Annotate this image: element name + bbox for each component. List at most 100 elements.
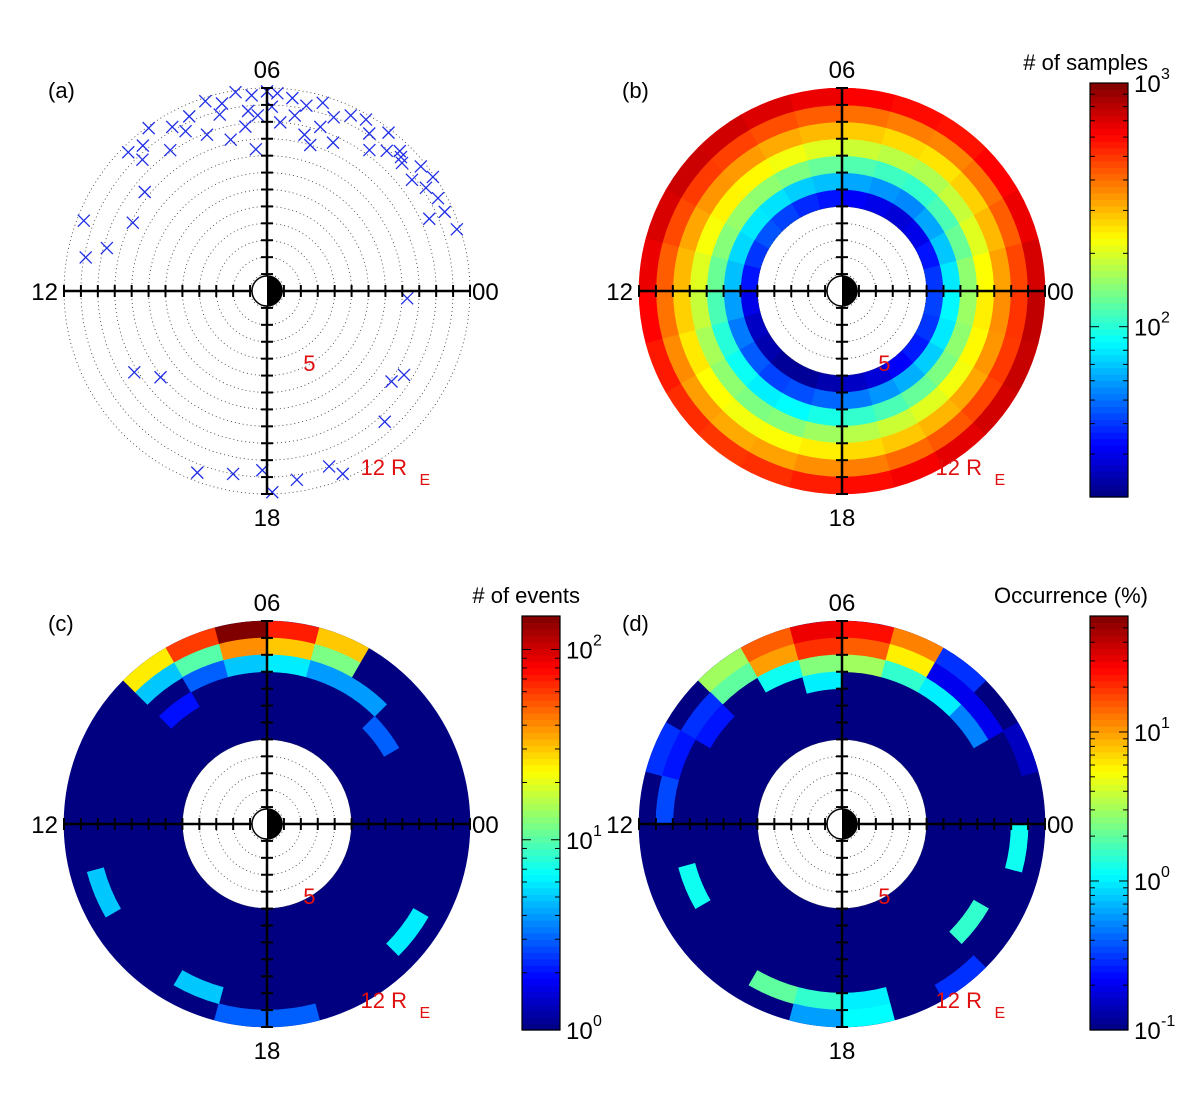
colorbar-tick-exponent: 2 — [593, 633, 602, 650]
colorbar-tick-label: 10 1 — [566, 823, 602, 855]
colorbar-segment — [1090, 719, 1128, 727]
colorbar-segment — [1090, 894, 1128, 902]
scatter-point — [394, 150, 408, 164]
colorbar-tick-label: 10 -1 — [1134, 1013, 1175, 1045]
scatter-point — [270, 86, 284, 100]
heatmap-cell — [362, 715, 400, 757]
colorbar-segment — [1090, 484, 1128, 492]
colorbar-segment — [1090, 399, 1128, 408]
colorbar-segment — [1090, 244, 1128, 252]
colorbar-segment — [1090, 225, 1128, 233]
colorbar-segment — [522, 926, 560, 934]
colorbar-segment — [1090, 238, 1128, 246]
scatter-point — [382, 126, 395, 140]
colorbar-segment — [1090, 997, 1128, 1005]
colorbar-tick-label: 10 0 — [1134, 864, 1170, 896]
colorbar-segment — [522, 932, 560, 941]
scatter-point — [163, 143, 177, 157]
colorbar-segment — [1090, 141, 1128, 149]
colorbar-segment — [522, 958, 560, 966]
scatter-point — [322, 459, 336, 473]
scatter-point — [226, 467, 240, 481]
colorbar-segment — [1090, 1017, 1128, 1025]
colorbar-title: Occurrence (%) — [994, 583, 1148, 608]
colorbar-segment — [1090, 945, 1128, 953]
colorbar-segment — [1090, 283, 1128, 291]
scatter-point — [273, 115, 287, 129]
mlt-label-top: 06 — [829, 590, 856, 617]
scatter-point — [77, 214, 91, 228]
colorbar-segment — [1090, 412, 1128, 420]
mlt-label-left: 12 — [31, 812, 58, 839]
colorbar-segment — [1090, 154, 1128, 162]
colorbar-segment — [1090, 251, 1128, 259]
scatter-point — [265, 485, 279, 499]
heatmap-cell — [757, 660, 803, 693]
scatter-point — [290, 473, 304, 487]
ring-label-outer: 12 R — [361, 988, 407, 1013]
colorbar-segment — [522, 797, 560, 805]
colorbar-tick-exponent: 1 — [593, 823, 602, 840]
mlt-label-right: 00 — [1047, 812, 1074, 839]
colorbar-segment — [522, 952, 560, 960]
colorbar-segment — [522, 790, 560, 798]
colorbar-tick-base: 10 — [1134, 869, 1161, 896]
colorbar-tick-label: 10 1 — [1134, 715, 1170, 747]
colorbar-segment — [1090, 335, 1128, 343]
colorbar-segment — [522, 971, 560, 979]
scatter-point — [385, 375, 399, 388]
scatter-point — [285, 91, 299, 105]
colorbar-segment — [1090, 451, 1128, 459]
colorbar-segment — [1090, 464, 1128, 472]
colorbar-segment — [522, 810, 560, 818]
colorbar-segment — [1090, 180, 1128, 188]
heatmap-cell — [961, 691, 1004, 740]
colorbar-segment — [522, 784, 560, 792]
ring-label-outer: 12 R — [361, 455, 407, 480]
colorbar-segment — [1090, 328, 1128, 336]
scatter-point — [198, 94, 212, 108]
colorbar-title: # of events — [472, 583, 580, 608]
colorbar-segment — [1090, 477, 1128, 485]
heatmap-cell — [841, 1003, 895, 1028]
colorbar-segment — [1090, 341, 1128, 349]
colorbar-tick-label: 10 2 — [566, 633, 602, 665]
colorbar-segment — [522, 758, 560, 766]
colorbar-segment — [522, 732, 560, 740]
colorbar-title: # of samples — [1023, 50, 1148, 75]
colorbar-tick-base: 10 — [1134, 315, 1161, 342]
colorbar-segment — [1090, 231, 1128, 239]
colorbar-segment — [1090, 725, 1128, 734]
colorbar-segment — [1090, 881, 1128, 889]
colorbar-segment — [522, 680, 560, 688]
colorbar-segment — [522, 700, 560, 708]
colorbar-tick-label: 10 3 — [1134, 66, 1170, 98]
colorbar-segment — [1090, 939, 1128, 947]
colorbar-segment — [522, 674, 560, 682]
scatter-point — [100, 241, 114, 255]
colorbar-segment — [522, 635, 560, 643]
panel-a: 06 18 12 00 5 12 R E (a) — [31, 57, 498, 532]
colorbar-tick-base: 10 — [566, 1018, 593, 1045]
scatter-point — [405, 173, 419, 187]
colorbar-segment — [1090, 616, 1128, 624]
colorbar-segment — [1090, 192, 1128, 201]
mlt-label-left: 12 — [606, 279, 633, 306]
colorbar-segment — [1090, 667, 1128, 675]
mlt-label-top: 06 — [254, 57, 281, 84]
mlt-label-top: 06 — [829, 57, 856, 84]
colorbar-segment — [1090, 965, 1128, 973]
heatmap-cell — [926, 662, 975, 705]
colorbar-segment — [522, 887, 560, 895]
scatter-point — [299, 99, 313, 113]
scatter-point — [397, 368, 411, 382]
scatter-point — [245, 88, 259, 102]
colorbar-segment — [522, 842, 560, 850]
colorbar-segment — [1090, 784, 1128, 792]
scatter-point — [414, 159, 428, 173]
colorbar-segment — [1090, 835, 1128, 844]
scatter-point — [135, 153, 149, 167]
colorbar-segment — [1090, 971, 1128, 979]
colorbar-segment — [1090, 913, 1128, 921]
